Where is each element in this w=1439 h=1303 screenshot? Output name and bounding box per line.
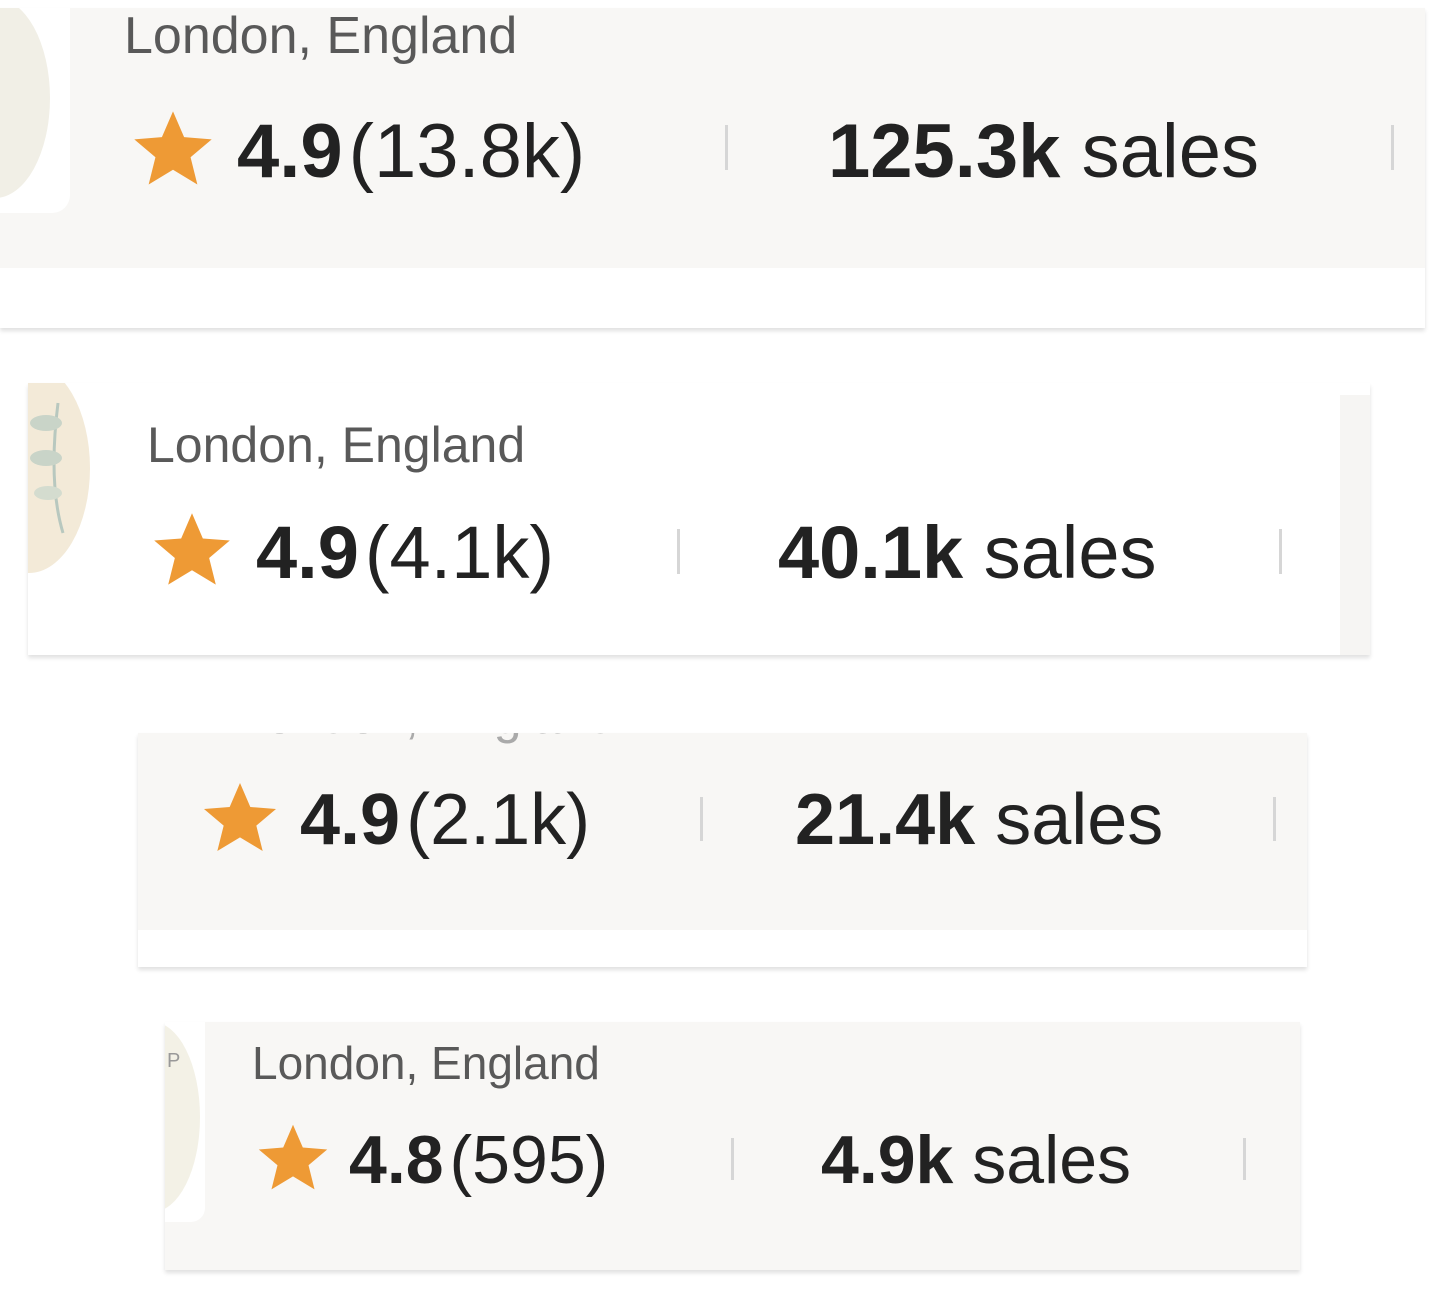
star-icon [150,508,234,592]
shop-sales: 21.4k sales [795,779,1163,861]
card-edge [1340,395,1370,655]
review-count[interactable]: (595) [449,1122,609,1198]
review-count[interactable]: (13.8k) [348,109,586,194]
shop-avatar [0,8,70,213]
card-header-bg [0,8,1425,268]
star-icon [200,778,280,858]
divider [700,797,703,841]
shop-sales: 40.1k sales [778,510,1157,595]
sales-label: sales [995,780,1164,860]
shop-card-1[interactable]: London, England 4.9(13.8k) 125.3k sales [0,8,1425,328]
star-icon [255,1120,331,1196]
divider [1279,529,1282,574]
avatar-letter: P [167,1050,181,1072]
sales-label: sales [972,1122,1132,1198]
rating-value: 4.8 [349,1122,444,1198]
star-icon [130,106,216,192]
shop-location: London, England [147,417,526,473]
sales-count: 4.9k [821,1122,954,1198]
shop-location: London, England [252,1037,600,1089]
review-count[interactable]: (4.1k) [364,511,555,594]
rating-value: 4.9 [237,109,343,194]
shop-location: London, England [124,8,518,65]
shop-rating: 4.9(4.1k) [256,510,554,595]
sales-count: 40.1k [778,511,964,594]
divider [1243,1138,1246,1180]
shop-sales: 125.3k sales [828,108,1259,195]
divider [677,529,680,574]
sales-label: sales [983,511,1157,594]
shop-card-3[interactable]: London, England 4.9(2.1k) 21.4k sales [138,733,1307,967]
leaf-icon [30,402,65,534]
divider [725,125,728,170]
divider [731,1138,734,1180]
shop-rating: 4.8(595) [349,1121,608,1199]
shop-avatar [28,383,90,573]
shop-sales: 4.9k sales [821,1121,1131,1199]
divider [1391,125,1394,170]
sales-count: 21.4k [795,780,976,860]
shop-rating: 4.9(13.8k) [237,108,585,195]
shop-card-4[interactable]: P London, England 4.8(595) 4.9k sales [165,1022,1300,1270]
shop-avatar: P [165,1022,205,1222]
rating-value: 4.9 [300,780,401,860]
shop-rating: 4.9(2.1k) [300,779,590,861]
shop-card-2[interactable]: London, England 4.9(4.1k) 40.1k sales [28,383,1370,655]
rating-value: 4.9 [256,511,359,594]
card-header-bg [138,733,1307,930]
sales-label: sales [1081,109,1259,194]
divider [1273,797,1276,841]
sales-count: 125.3k [828,109,1061,194]
shop-location: London, England [238,733,616,745]
review-count[interactable]: (2.1k) [406,780,591,860]
